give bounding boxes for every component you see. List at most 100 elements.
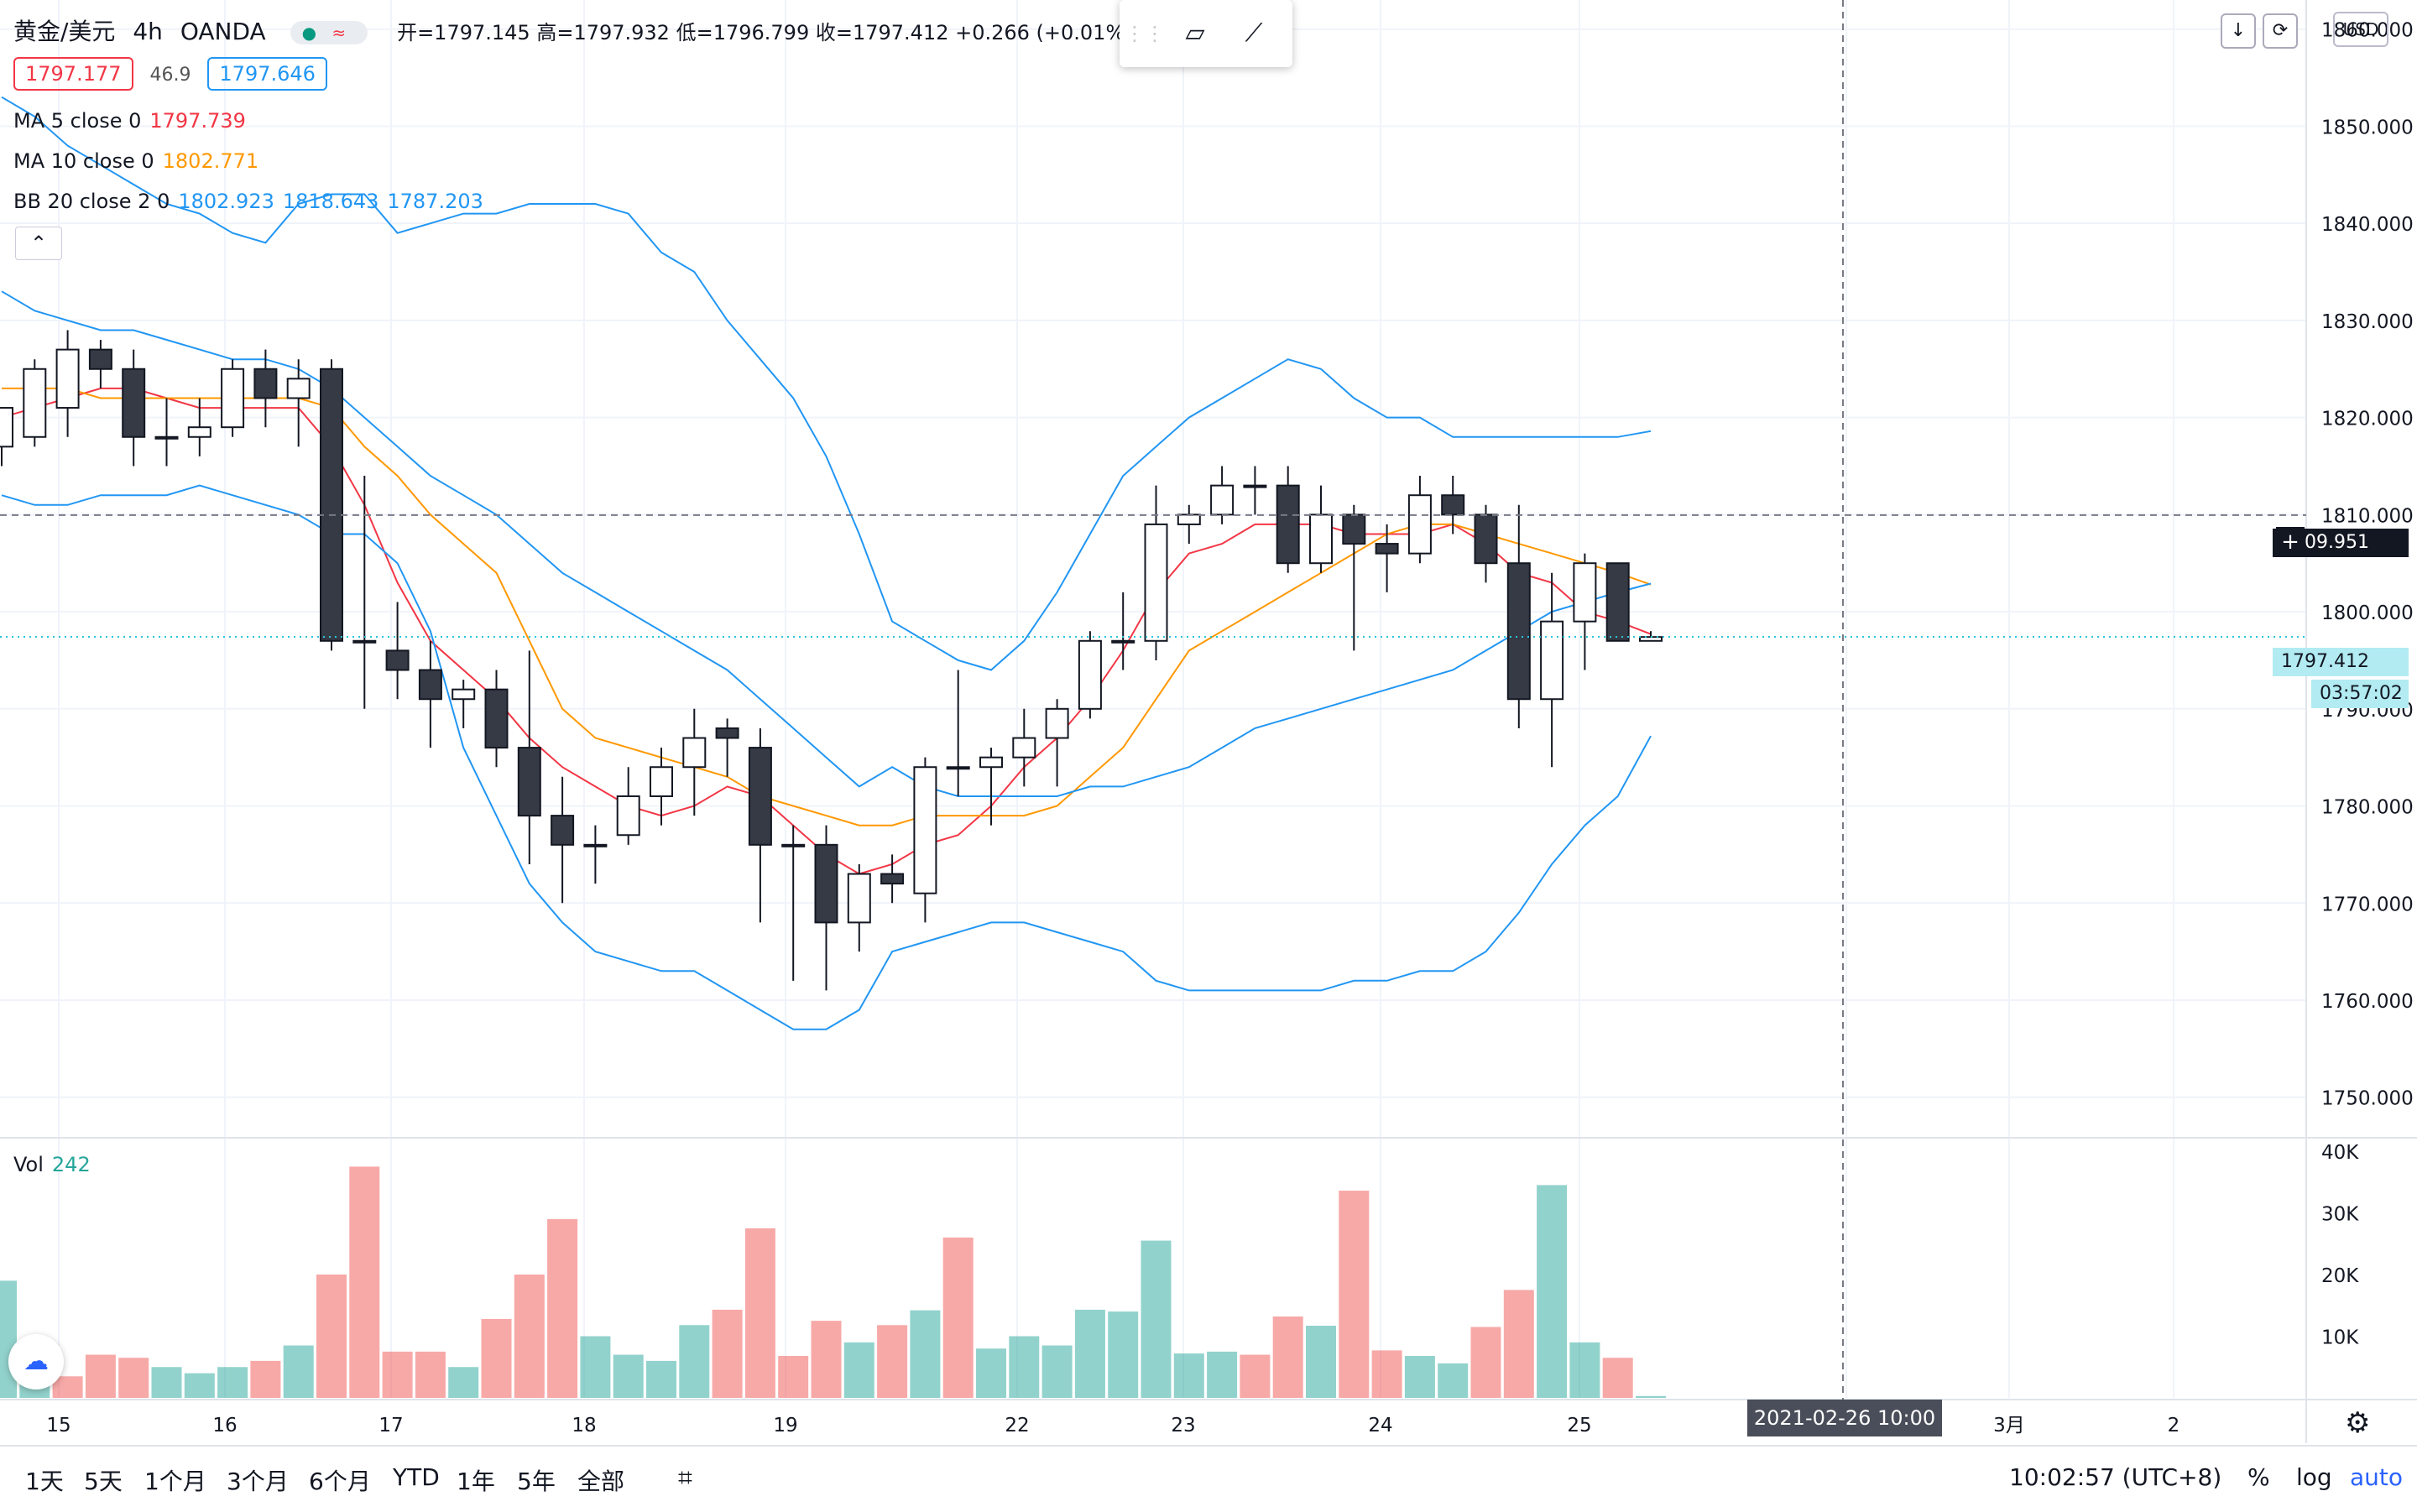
candle-body: [913, 766, 937, 894]
drawing-toolbar[interactable]: ⋮⋮ ▱ ⟋: [1120, 0, 1292, 67]
interval-label[interactable]: 4h: [133, 18, 163, 45]
candle-body: [418, 669, 442, 701]
bid-button[interactable]: 1797.177: [13, 57, 133, 91]
range-1y[interactable]: 1年: [457, 1468, 495, 1495]
candle-body: [650, 766, 673, 797]
vol-value: 242: [51, 1153, 91, 1176]
range-5y[interactable]: 5年: [517, 1468, 556, 1495]
currency-button[interactable]: USD: [2333, 12, 2388, 47]
auto-toggle[interactable]: auto: [2350, 1463, 2404, 1491]
crosshair: [0, 0, 2306, 1400]
refresh-icon[interactable]: ⟳: [2263, 13, 2298, 49]
volume-bar: [1306, 1326, 1336, 1398]
goto-date-icon[interactable]: ⌗: [678, 1463, 692, 1493]
symbol-name[interactable]: 黄金/美元: [13, 18, 116, 45]
bb-legend[interactable]: BB 20 close 2 0 1802.923 1818.643 1787.203: [13, 190, 483, 213]
ma5-legend[interactable]: MA 5 close 0 1797.739: [13, 109, 246, 133]
candle-body: [946, 766, 970, 770]
settings-gear-icon[interactable]: ⚙: [2345, 1406, 2371, 1440]
candle-body: [221, 368, 245, 429]
arrow-down-icon[interactable]: ↓: [2221, 13, 2256, 49]
symbol-legend[interactable]: 黄金/美元 4h OANDA ● ≈ 开=1797.145 高=1797.932…: [13, 13, 1143, 47]
candle-body: [1309, 514, 1333, 565]
volume-bar: [910, 1310, 941, 1398]
candlestick-series: [0, 330, 1663, 991]
log-toggle[interactable]: log: [2296, 1463, 2332, 1491]
candle-body: [0, 407, 13, 448]
volume-bar: [1404, 1356, 1435, 1398]
range-6m[interactable]: 6个月: [309, 1468, 371, 1495]
volume-bar: [679, 1325, 710, 1398]
market-status-badge[interactable]: ● ≈: [290, 21, 368, 44]
candle-body: [682, 737, 707, 769]
volume-bar: [778, 1356, 809, 1398]
volume-tick-label: 40K: [2321, 1142, 2359, 1164]
percent-toggle[interactable]: %: [2247, 1463, 2270, 1491]
candle-body: [1276, 484, 1300, 565]
candle-body: [715, 727, 739, 739]
candle-body: [1540, 620, 1564, 701]
volume-bar: [151, 1367, 182, 1398]
candle-body: [1012, 737, 1036, 759]
volume-bar: [580, 1336, 611, 1398]
candle-body: [122, 368, 146, 438]
parallel-channel-icon[interactable]: ▱: [1185, 18, 1205, 48]
price-chart[interactable]: 1860.000 1850.000 1840.000 1830.000 1820.000…: [0, 0, 2417, 1443]
volume-legend[interactable]: Vol 242: [13, 1153, 91, 1176]
range-5d[interactable]: 5天: [84, 1468, 123, 1495]
range-1d[interactable]: 1天: [25, 1468, 64, 1495]
volume-bar: [1108, 1311, 1139, 1398]
volume-bar: [184, 1373, 215, 1398]
candle-body: [781, 843, 806, 847]
volume-bar: [1240, 1354, 1271, 1398]
candle-body: [187, 426, 211, 438]
candle-body: [1111, 639, 1135, 644]
volume-bar: [976, 1348, 1006, 1398]
time-tick-label: 3月: [1993, 1415, 2025, 1436]
volume-bar: [811, 1321, 842, 1398]
volume-bar: [349, 1166, 380, 1398]
volume-bar: [1009, 1336, 1040, 1398]
bb-label: BB 20 close 2 0: [13, 190, 170, 213]
range-1m[interactable]: 1个月: [144, 1468, 206, 1495]
bb-upper-value: 1818.643: [282, 190, 379, 213]
volume-bar: [1569, 1342, 1600, 1398]
collapse-legend-button[interactable]: ⌃: [15, 227, 62, 260]
volume-bar: [1207, 1351, 1238, 1398]
volume-bar: [52, 1376, 83, 1398]
volume-bar: [1074, 1309, 1105, 1398]
time-tick-label: 22: [1005, 1415, 1029, 1436]
time-tick-label: 2: [2168, 1415, 2180, 1436]
range-3m[interactable]: 3个月: [227, 1468, 289, 1495]
ask-button[interactable]: 1797.646: [207, 57, 327, 91]
price-tick-label: 1800.000: [2321, 602, 2414, 624]
range-all[interactable]: 全部: [577, 1468, 625, 1495]
price-tick-label: 1760.000: [2321, 991, 2414, 1013]
drag-handle-icon[interactable]: ⋮⋮: [1125, 22, 1165, 45]
indicator-line: [1, 387, 1652, 875]
clock-time[interactable]: 10:02:57 (UTC+8): [2009, 1463, 2222, 1491]
candle-body: [286, 378, 311, 399]
trendline-icon[interactable]: ⟋: [1245, 18, 1263, 48]
candle-body: [1441, 494, 1465, 516]
volume-tick-label: 20K: [2321, 1265, 2359, 1287]
status-dot-icon: ●: [301, 23, 317, 43]
candle-body: [1342, 514, 1366, 545]
crosshair-date-label: 2021-02-26 10:00: [1747, 1400, 1942, 1436]
volume-bar: [942, 1237, 974, 1398]
volume-bar: [250, 1360, 281, 1398]
candle-body: [88, 348, 112, 370]
volume-bar: [646, 1360, 676, 1398]
tradingview-logo-icon[interactable]: ☁: [8, 1334, 64, 1389]
ma10-legend[interactable]: MA 10 close 0 1802.771: [13, 149, 258, 173]
candle-body: [583, 843, 608, 847]
candle-body: [551, 815, 575, 846]
range-ytd[interactable]: YTD: [393, 1463, 440, 1491]
volume-bar: [1470, 1327, 1501, 1398]
price-tick-label: 1780.000: [2321, 797, 2414, 819]
volume-bar: [744, 1228, 775, 1398]
volume-bar: [1141, 1240, 1172, 1398]
bar-countdown-label: 03:57:02: [2311, 680, 2409, 708]
candle-body: [814, 843, 838, 924]
add-alert-plus-icon[interactable]: +: [2276, 527, 2305, 557]
